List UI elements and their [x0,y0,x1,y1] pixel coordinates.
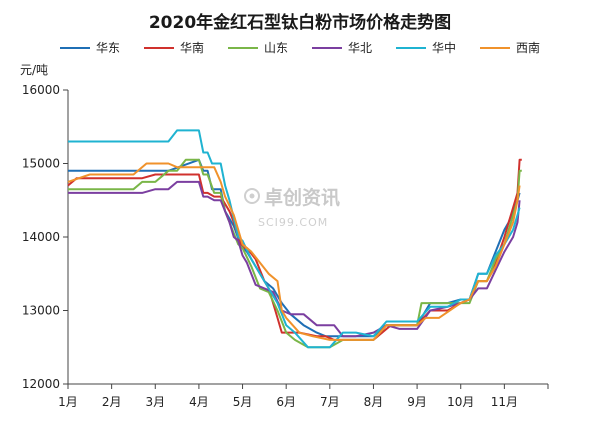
legend-label-西南: 西南 [516,40,540,55]
legend: 华东 华南 山东 华北 华中 西南 [60,40,540,55]
x-tick-label: 5月 [233,395,253,409]
legend-label-华东: 华东 [96,41,120,55]
x-tick-label: 2月 [102,395,122,409]
watermark-subtext: SCI99.COM [258,216,328,229]
x-tick-label: 3月 [145,395,165,409]
x-tick-label: 7月 [320,395,340,409]
y-tick-label: 16000 [22,83,60,97]
y-tick-label: 13000 [22,304,60,318]
x-tick-label: 9月 [407,395,427,409]
legend-label-华南: 华南 [180,40,204,55]
axes: 12000 13000 14000 15000 16000 1月 2月 3月 4月 5月 6月 7月 8… [22,83,549,409]
legend-label-山东: 山东 [264,41,288,55]
series-line-华中 [68,129,521,349]
x-tick-label: 4月 [189,395,209,409]
series-line-西南 [67,162,521,341]
x-tick-label: 6月 [276,395,296,409]
watermark: 卓创资讯 SCI99.COM [244,186,340,229]
y-tick-label: 15000 [22,157,60,171]
x-tick-label: 8月 [364,395,384,409]
watermark-logo-icon [244,188,260,204]
y-tick-label: 12000 [22,377,60,391]
y-tick-label: 14000 [22,230,60,244]
series-layer [67,129,522,349]
chart-title: 2020年金红石型钛白粉市场价格走势图 [149,12,451,33]
x-tick-label: 10月 [447,395,474,409]
legend-label-华北: 华北 [348,41,372,55]
x-tick-label: 11月 [491,395,518,409]
legend-label-华中: 华中 [432,40,456,55]
x-tick-label: 1月 [58,395,78,409]
watermark-text: 卓创资讯 [264,186,340,209]
y-axis-unit-label: 元/吨 [20,63,48,77]
